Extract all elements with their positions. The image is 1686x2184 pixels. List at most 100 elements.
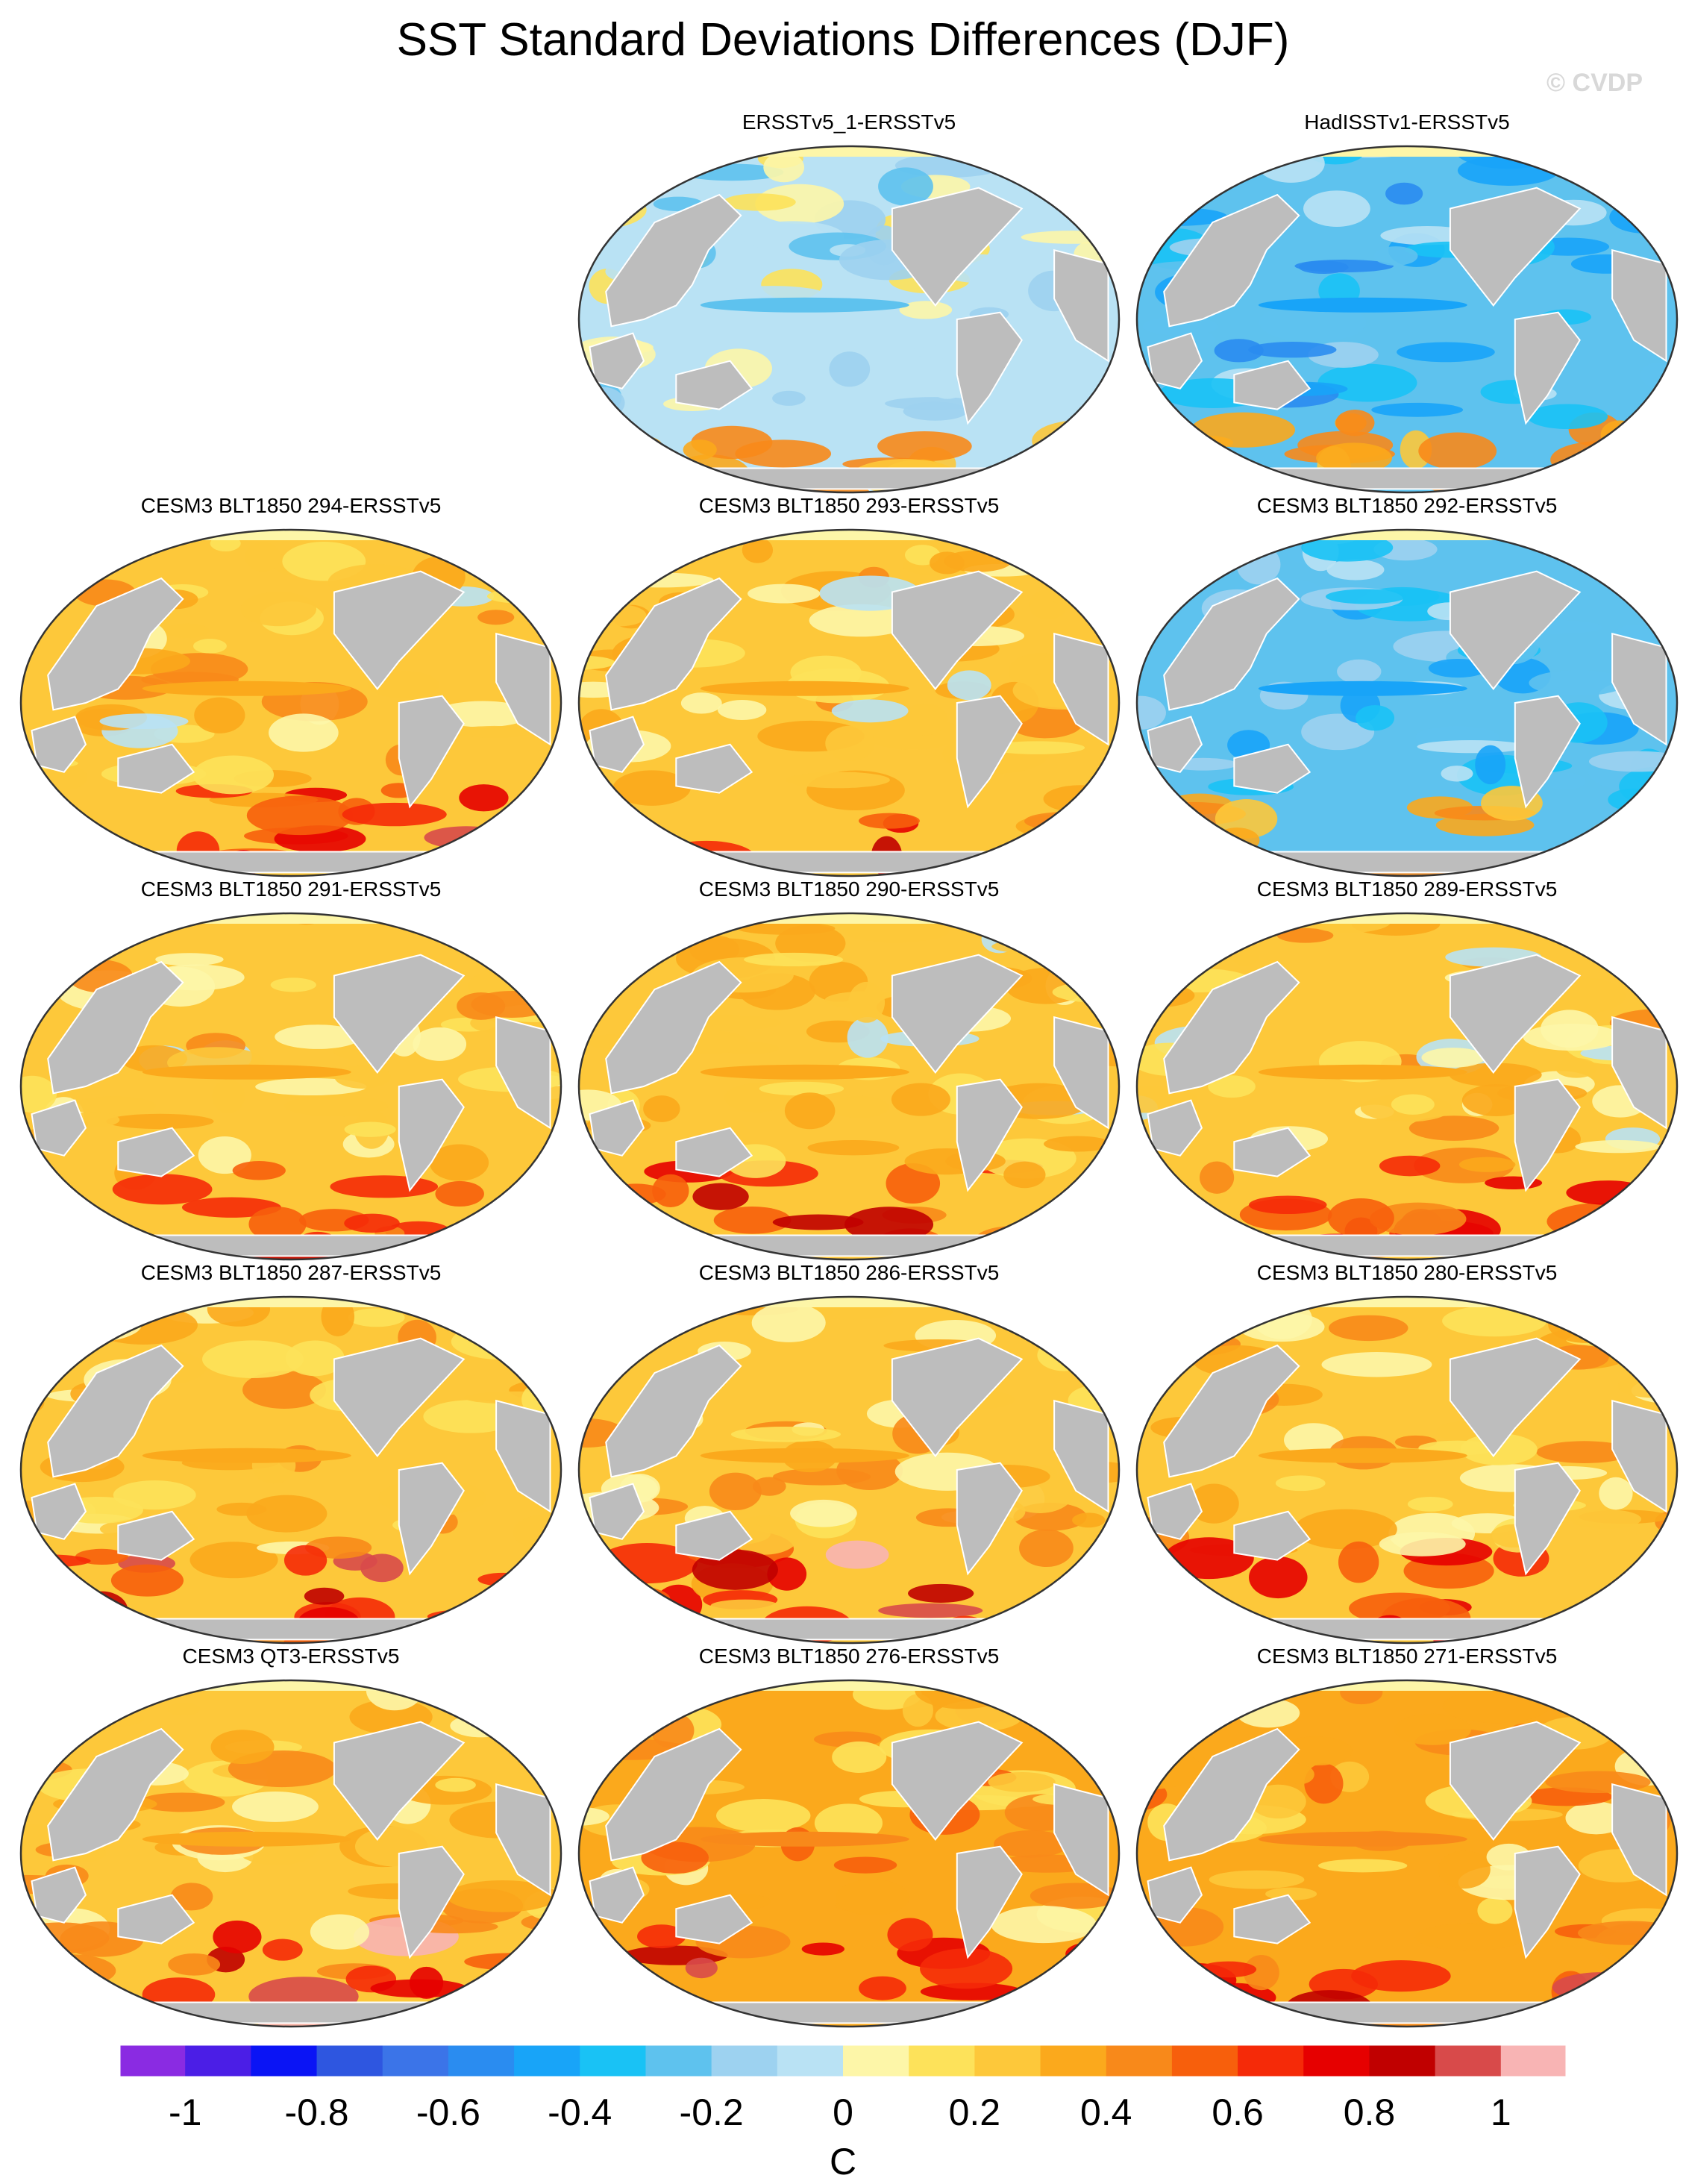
anomaly-contour [210, 1730, 275, 1765]
anomaly-contour [269, 713, 339, 752]
colorbar-box [777, 2044, 844, 2077]
map-panel: CESM3 BLT1850 294-ERSSTv5 [15, 494, 567, 882]
anomaly-contour [1373, 246, 1418, 266]
map-panel: CESM3 QT3-ERSSTv5 [15, 1645, 567, 2033]
anomaly-contour [342, 802, 447, 827]
anomaly-contour [1602, 1706, 1646, 1719]
anomaly-contour [360, 1553, 404, 1583]
anomaly-contour [1604, 1198, 1673, 1233]
land-mass [605, 960, 742, 1095]
anomaly-contour [742, 537, 774, 563]
anomaly-contour [435, 1777, 476, 1792]
anomaly-contour [304, 1587, 345, 1605]
colorbar-box [251, 2044, 318, 2077]
anomaly-contour [507, 913, 560, 943]
land-mass [128, 851, 454, 874]
map-panel: CESM3 BLT1850 291-ERSSTv5 [15, 877, 567, 1265]
anomaly-contour [652, 1174, 689, 1207]
anomaly-contour [683, 439, 717, 460]
arctic-region [579, 530, 1119, 540]
map-border [577, 145, 1121, 494]
anomaly-contour [248, 1207, 307, 1242]
arctic-region [1137, 1680, 1677, 1691]
anomaly-contour [1337, 659, 1382, 684]
anomaly-contour [194, 697, 245, 733]
anomaly-contour [1438, 1850, 1491, 1889]
land-mass [1163, 577, 1300, 711]
anomaly-contour [1088, 209, 1119, 239]
map-panel: CESM3 BLT1850 292-ERSSTv5 [1131, 494, 1683, 882]
anomaly-contour [21, 1174, 43, 1208]
anomaly-contour [1074, 456, 1119, 479]
anomaly-contour [37, 1306, 142, 1343]
land-mass [1244, 851, 1570, 874]
land-mass [1233, 1894, 1311, 1944]
land-mass [1053, 1399, 1109, 1513]
colorbar-box [1435, 2044, 1502, 2077]
anomaly-contour [275, 1024, 361, 1049]
anomaly-contour [1244, 1954, 1279, 1991]
land-mass [333, 1337, 466, 1458]
arctic-region [1137, 1297, 1677, 1307]
anomaly-contour [1298, 260, 1349, 274]
anomaly-contour [1548, 1230, 1618, 1248]
anomaly-contour [723, 193, 796, 211]
anomaly-contour [775, 924, 846, 963]
anomaly-contour [1536, 1441, 1633, 1463]
anomaly-contour [1570, 1509, 1642, 1530]
anomaly-contour [167, 1703, 201, 1716]
anomaly-contour [213, 1920, 262, 1953]
land-mass [117, 1894, 195, 1944]
anomaly-contour [310, 1914, 370, 1950]
colorbar-box [843, 2044, 909, 2077]
anomaly-contour [483, 1310, 518, 1337]
anomaly-contour [763, 152, 805, 183]
anomaly-contour [1194, 1628, 1291, 1642]
anomaly-contour [330, 1175, 439, 1198]
anomaly-contour [348, 1308, 405, 1327]
land-mass [1163, 960, 1300, 1095]
land-mass [956, 1078, 1023, 1192]
anomaly-contour [1137, 574, 1188, 610]
anomaly-contour [483, 577, 549, 605]
anomaly-contour [1215, 827, 1260, 854]
anomaly-contour [730, 1426, 841, 1442]
anomaly-contour [988, 1771, 1056, 1792]
land-mass [128, 2001, 454, 2024]
anomaly-contour [283, 1545, 328, 1576]
colorbar-tick-label: -0.6 [416, 2091, 480, 2133]
anomaly-contour [713, 1207, 792, 1234]
land-mass [1053, 248, 1109, 363]
colorbar-box [1040, 2044, 1107, 2077]
anomaly-contour [1407, 1497, 1453, 1512]
map-border [577, 1679, 1121, 2028]
anomaly-contour [786, 772, 890, 789]
anomaly-contour [994, 2001, 1050, 2027]
anomaly-contour [680, 692, 722, 714]
anomaly-contour [57, 1236, 102, 1260]
anomaly-contour [32, 913, 63, 933]
anomaly-contour [1555, 1245, 1655, 1260]
land-mass [1449, 1721, 1582, 1842]
map-border [577, 1295, 1121, 1645]
map-border [1135, 1295, 1679, 1645]
anomaly-contour [773, 1468, 871, 1486]
anomaly-contour [832, 1741, 887, 1773]
map-svg [1135, 912, 1679, 1261]
arctic-region [21, 913, 561, 924]
anomaly-contour [1552, 1972, 1651, 2003]
anomaly-contour [1137, 552, 1239, 572]
colorbar-box [185, 2044, 251, 2077]
equatorial-band [1258, 1831, 1467, 1847]
map-svg [19, 1295, 562, 1645]
equatorial-band [700, 297, 909, 313]
colorbar-box [448, 2044, 515, 2077]
anomaly-contour [46, 1997, 134, 2017]
land-mass [605, 1344, 742, 1478]
map-svg [577, 1295, 1121, 1645]
anomaly-contour [748, 583, 821, 604]
anomaly-contour [807, 1139, 900, 1156]
anomaly-contour [1183, 530, 1256, 551]
anomaly-contour [409, 1966, 444, 1999]
anomaly-contour [1032, 420, 1119, 462]
